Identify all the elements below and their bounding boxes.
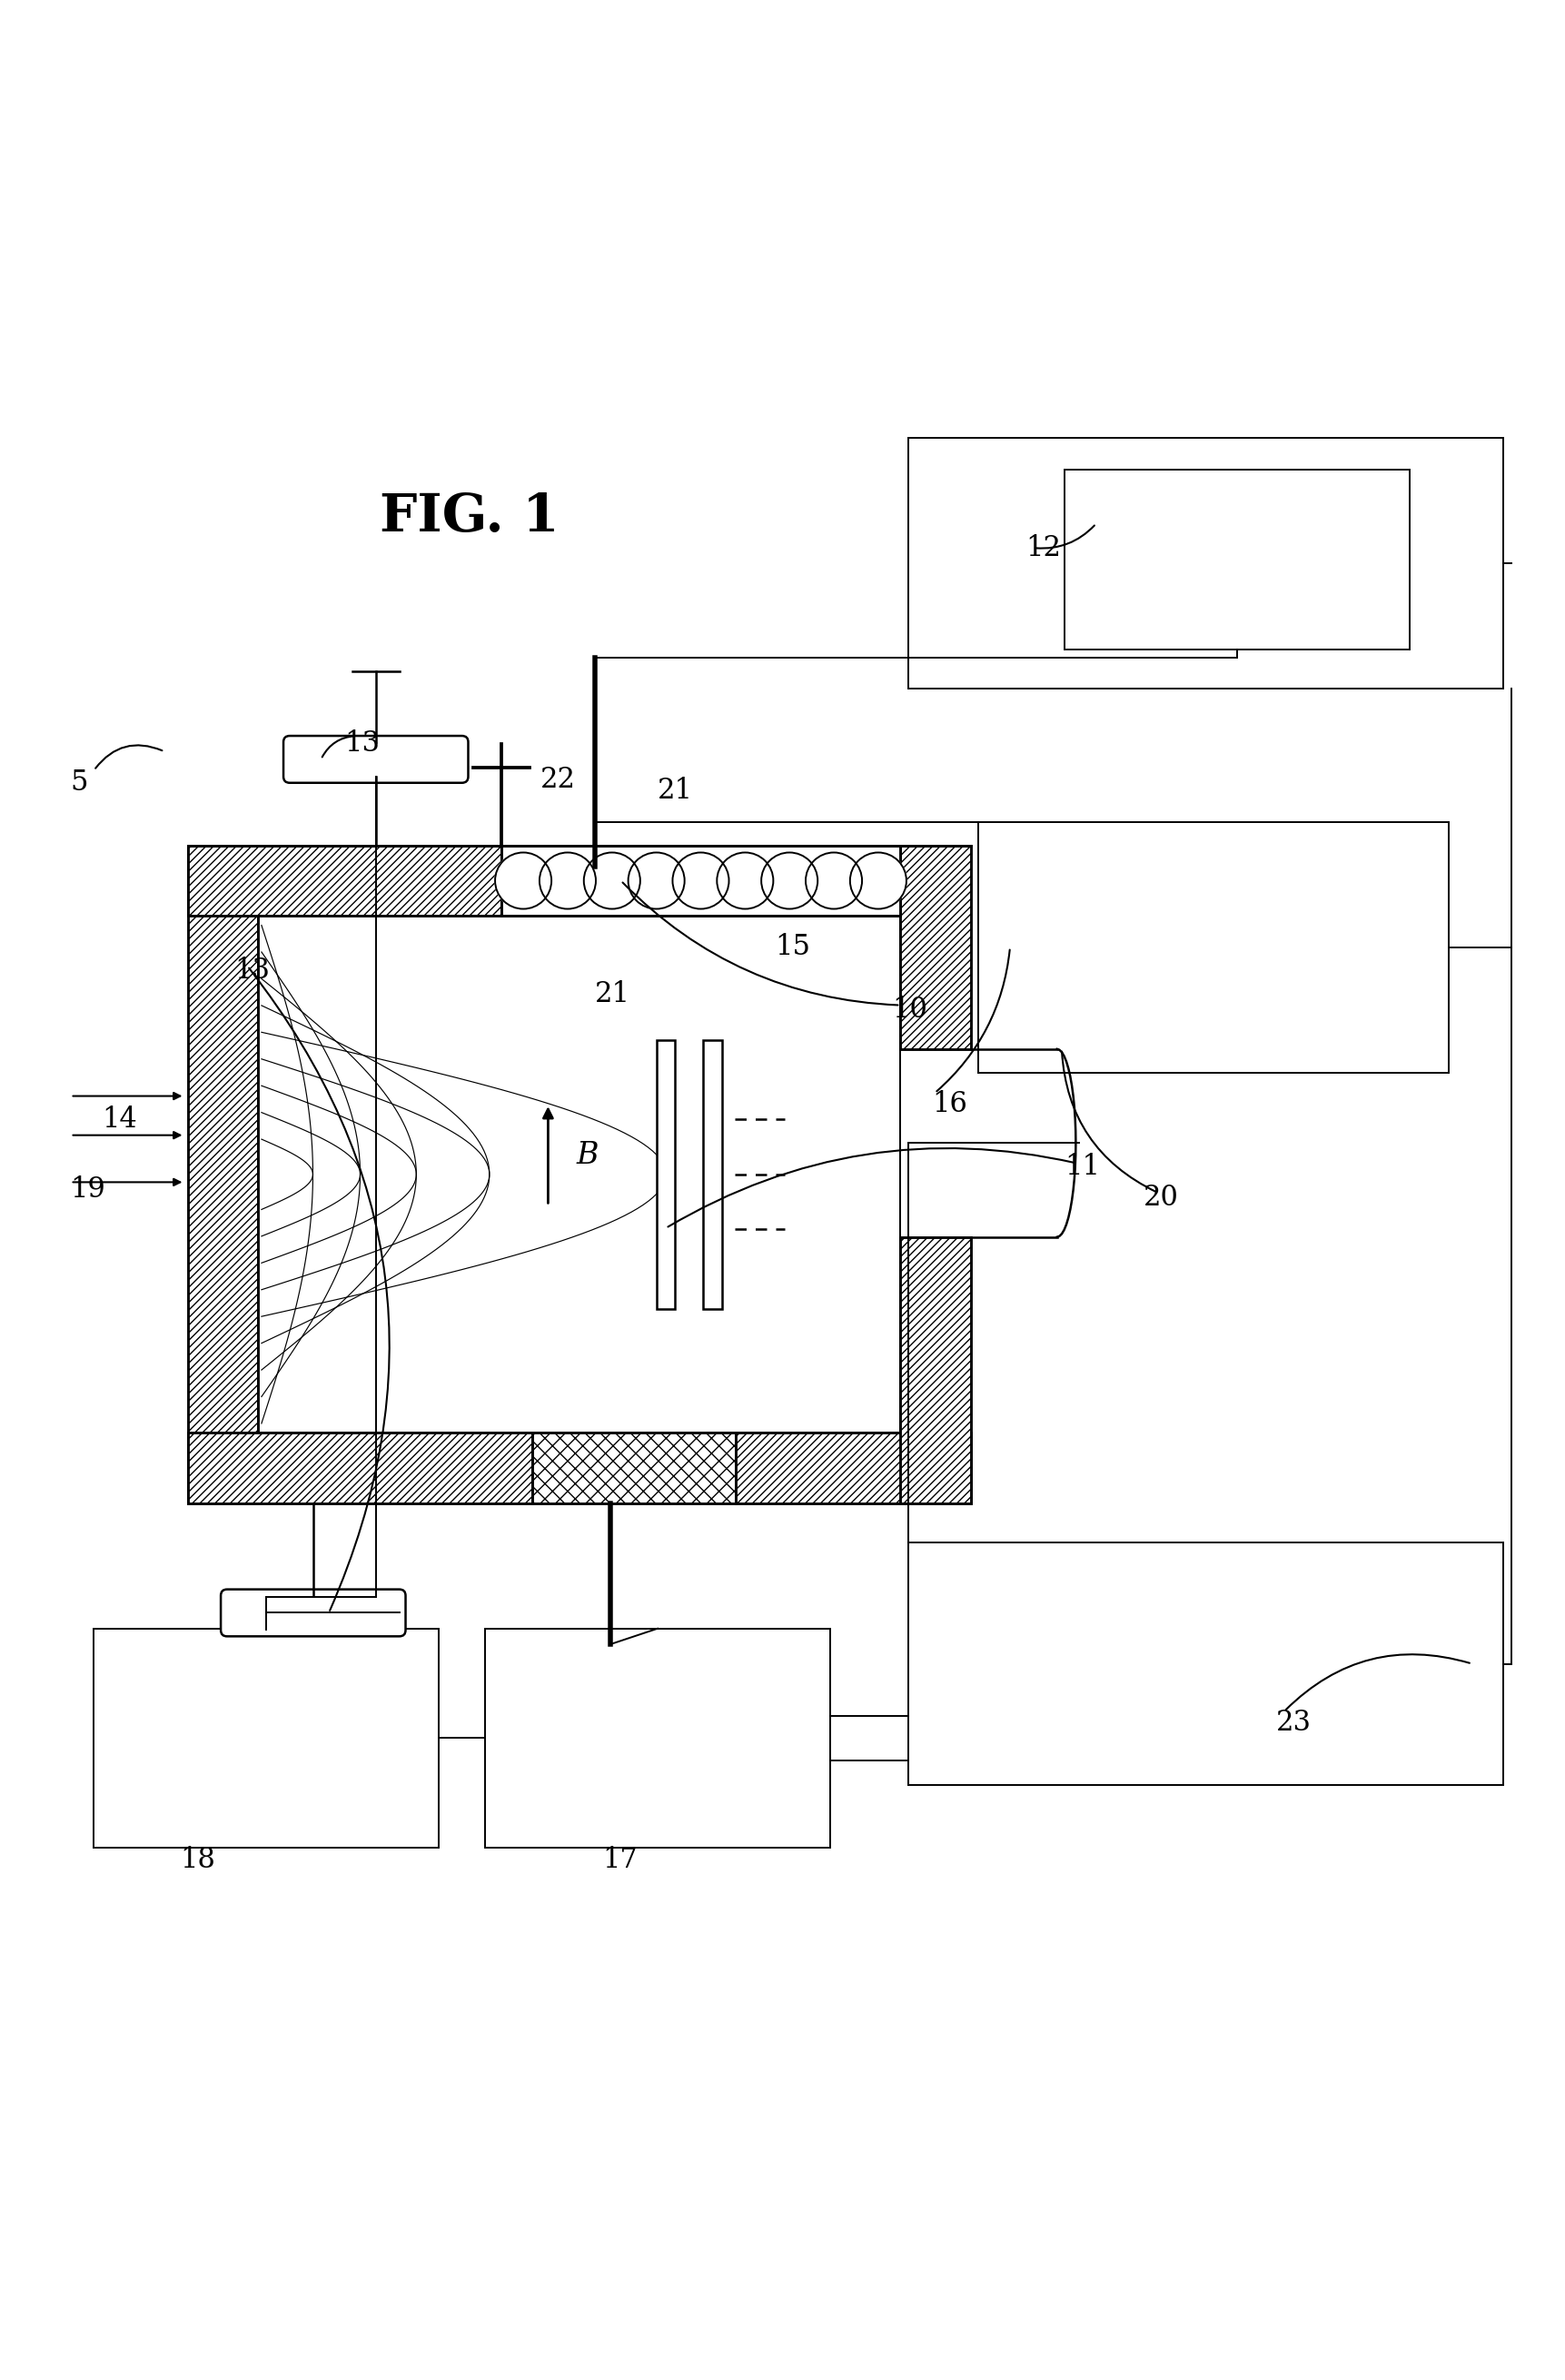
Text: 12: 12 (1025, 533, 1061, 562)
Text: 17: 17 (603, 1847, 639, 1875)
Bar (978, 821, 1448, 1073)
Bar (736, 1433, 970, 1504)
Bar (188, 1433, 532, 1504)
Text: B: B (576, 1140, 598, 1171)
Text: 21: 21 (595, 981, 631, 1009)
Circle shape (850, 852, 906, 909)
Text: 16: 16 (931, 1090, 967, 1119)
Text: FIG. 1: FIG. 1 (380, 490, 559, 543)
Text: 18: 18 (180, 1847, 216, 1875)
Text: 20: 20 (1142, 1183, 1178, 1211)
Text: 5: 5 (70, 769, 88, 797)
Circle shape (761, 852, 817, 909)
Circle shape (804, 852, 861, 909)
Bar (900, 845, 970, 1050)
Bar (188, 845, 258, 1504)
Bar (656, 1040, 675, 1309)
FancyBboxPatch shape (283, 735, 468, 783)
Bar (900, 1238, 970, 1504)
Bar (188, 845, 501, 916)
Bar (736, 1433, 970, 1504)
Text: 21: 21 (657, 776, 693, 804)
Text: 10: 10 (892, 995, 928, 1023)
Text: 19: 19 (70, 1176, 105, 1204)
Circle shape (584, 852, 640, 909)
Bar (908, 1542, 1502, 1785)
Bar (908, 438, 1502, 688)
Text: 13: 13 (235, 957, 271, 985)
Circle shape (538, 852, 595, 909)
Text: 15: 15 (775, 933, 811, 962)
Circle shape (717, 852, 773, 909)
Bar (188, 845, 258, 1504)
Bar (532, 1433, 736, 1504)
Bar (900, 1238, 970, 1504)
Bar (501, 845, 900, 916)
Bar (485, 1628, 829, 1847)
Bar (188, 845, 501, 916)
Bar (501, 845, 900, 916)
Bar (1064, 469, 1408, 650)
Text: 22: 22 (540, 766, 576, 795)
Circle shape (671, 852, 729, 909)
FancyBboxPatch shape (221, 1590, 405, 1637)
Text: 14: 14 (102, 1104, 136, 1133)
Text: 11: 11 (1064, 1152, 1100, 1180)
Circle shape (628, 852, 684, 909)
Bar (703, 1040, 721, 1309)
Bar (94, 1628, 438, 1847)
Circle shape (495, 852, 551, 909)
Bar (900, 845, 970, 1050)
Text: 13: 13 (344, 731, 380, 757)
Text: 23: 23 (1275, 1709, 1311, 1737)
Bar (532, 1433, 736, 1504)
Bar (188, 1433, 532, 1504)
